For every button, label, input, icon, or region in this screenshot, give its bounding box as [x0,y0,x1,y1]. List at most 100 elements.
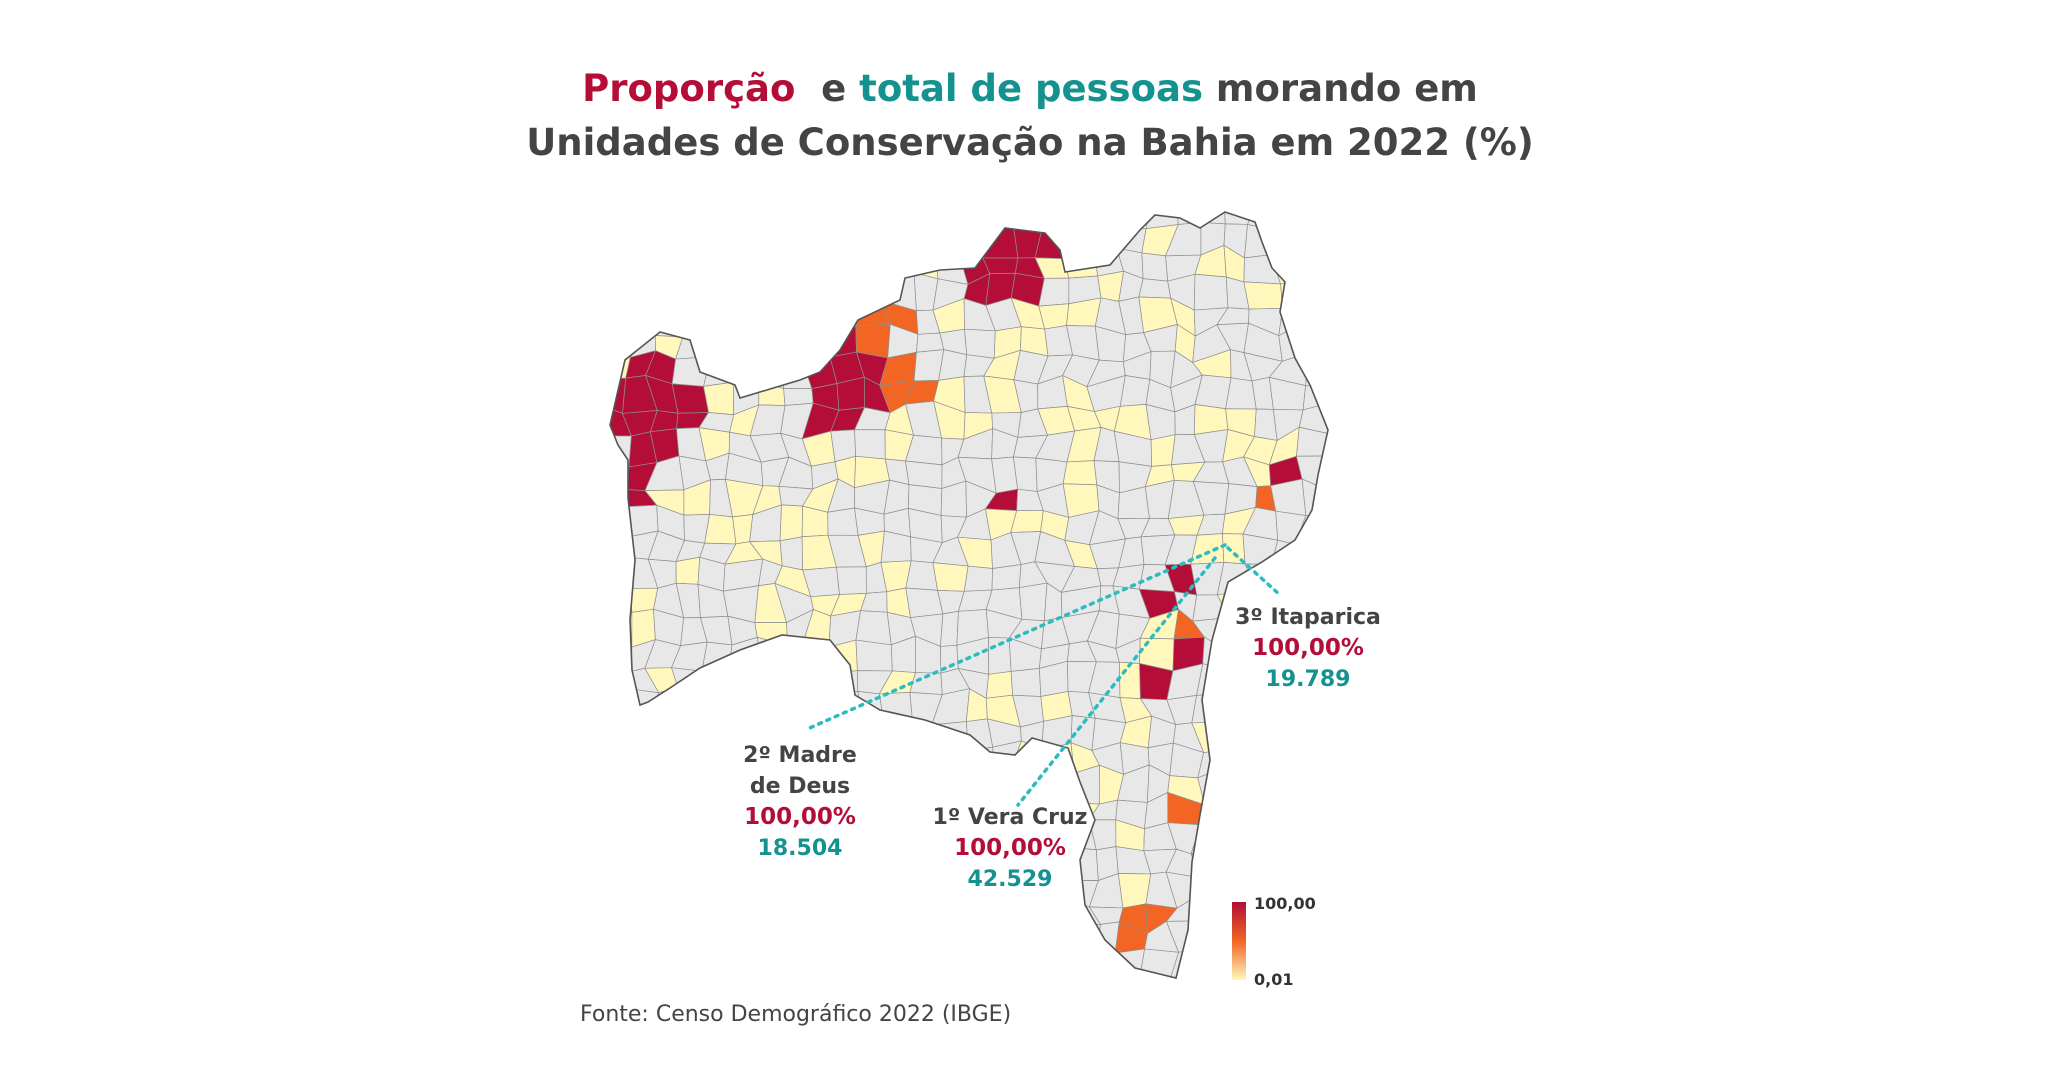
municipality-shape [1218,767,1258,798]
municipality-shape [1045,897,1070,929]
municipality-shape [907,739,945,772]
municipality-shape [675,897,710,935]
municipality-shape [1242,714,1278,752]
municipality-shape [808,212,839,227]
municipality-shape [610,738,628,772]
annotation-total: 42.529 [967,867,1053,892]
municipality-shape [1194,984,1221,1010]
municipality-shape [1323,768,1328,797]
municipality-shape [1323,378,1328,404]
municipality-shape [810,302,841,335]
municipality-shape [704,514,737,545]
municipality-shape [1358,256,1380,281]
municipality-shape [645,716,683,747]
municipality-shape [670,953,704,978]
municipality-shape [913,212,943,233]
municipality-shape [702,222,737,259]
municipality-shape [722,921,752,960]
leader-lines [803,543,1282,807]
municipality-shape [1322,972,1328,978]
municipality-shape [1307,244,1328,282]
municipality-shape [1096,212,1123,229]
municipality-shape [671,667,703,695]
municipality-shape [625,853,656,881]
municipality-shape [1191,693,1230,724]
municipality-shape [1350,403,1380,437]
municipality-shape [1243,281,1283,310]
municipality-shape [1068,1002,1101,1032]
municipality-shape [709,257,736,281]
municipality-shape [1170,979,1201,1009]
municipality-shape [938,769,971,804]
municipality-shape [1325,922,1328,961]
municipality-shape [1015,951,1045,978]
municipality-shape [610,845,633,880]
municipality-shape [1149,1005,1175,1032]
municipality-shape [1219,714,1257,752]
municipality-shape [863,219,890,253]
municipality-shape [1349,325,1380,357]
municipality-shape [808,668,838,697]
municipality-shape [907,770,945,804]
municipality-shape [904,925,945,959]
municipality-shape [916,332,945,353]
municipality-shape [725,298,755,338]
municipality-shape [610,794,630,828]
municipality-shape [1273,923,1306,957]
municipality-shape [1271,1000,1307,1032]
municipality-shape [1217,793,1258,830]
municipality-shape [753,667,787,696]
annotation-proportion: 100,00% [1252,635,1364,661]
municipality-shape [801,221,837,249]
municipality-shape [833,877,866,908]
municipality-shape [803,639,838,674]
municipality-shape [938,349,968,381]
municipality-shape [1221,1010,1253,1032]
municipality-shape [1043,212,1075,226]
municipality-shape [1353,973,1380,1011]
municipality-shape [671,276,710,311]
municipality-shape [1294,714,1328,753]
municipality-shape [621,246,658,282]
municipality-shape [905,560,939,591]
municipality-shape [1061,923,1101,959]
municipality-shape [803,898,840,935]
municipality-shape [1089,1011,1120,1032]
municipality-shape [1353,924,1380,959]
municipality-shape [610,876,632,910]
municipality-shape [1347,796,1380,819]
municipality-shape [1192,212,1226,225]
municipality-shape [759,248,786,278]
municipality-shape [1013,212,1046,227]
municipality-shape [1321,219,1328,259]
municipality-shape [618,742,654,772]
municipality-shape [1326,844,1328,884]
municipality-shape [1068,980,1101,1012]
municipality-shape [1347,480,1380,516]
municipality-shape [727,248,761,281]
municipality-shape [959,770,995,805]
municipality-shape [671,296,706,338]
municipality-shape [1041,1000,1069,1032]
municipality-shape [730,358,760,383]
municipality-shape [938,744,969,777]
municipality-shape [758,222,777,250]
municipality-shape [1323,348,1328,388]
municipality-shape [1119,375,1151,407]
annotation-itaparica: 3º Itaparica 100,00% 19.789 [1208,602,1408,695]
municipality-shape [703,381,735,416]
municipality-shape [701,897,734,935]
municipality-shape [735,226,761,259]
municipality-shape [1018,926,1049,961]
municipality-shape [1357,541,1380,570]
municipality-shape [618,276,659,300]
municipality-shape [646,764,677,806]
municipality-shape [1354,1001,1380,1032]
municipality-shape [1035,951,1071,978]
municipality-shape [861,247,893,284]
municipality-shape [1350,379,1380,405]
municipality-shape [1067,954,1097,978]
municipality-shape [1347,818,1380,854]
municipality-shape [801,955,832,978]
annotation-proportion: 100,00% [954,835,1066,861]
